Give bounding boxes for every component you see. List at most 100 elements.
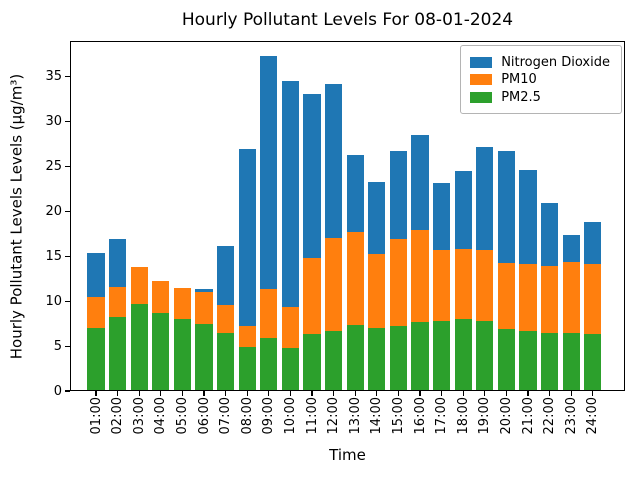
bar-segment (389, 150, 408, 240)
x-axis-label: Time (329, 446, 366, 464)
bar-segment (173, 287, 192, 320)
bar-segment (368, 253, 386, 329)
bar-segment (497, 150, 516, 263)
x-tick (225, 391, 227, 396)
bar-segment (216, 304, 235, 333)
bar-segment (584, 222, 602, 265)
y-tick (65, 345, 70, 347)
x-tick-label: 15:00 (390, 397, 406, 435)
x-tick-label: 11:00 (304, 397, 320, 435)
bar-segment (130, 303, 148, 391)
x-tick-label: 03:00 (131, 397, 147, 435)
bar-segment (497, 329, 516, 391)
y-tick (65, 255, 70, 257)
bar-segment (324, 84, 343, 239)
x-tick (462, 391, 464, 396)
x-tick (181, 391, 183, 396)
bar-segment (584, 333, 602, 391)
x-tick (441, 391, 443, 396)
bar-segment (216, 245, 235, 305)
bar-segment (303, 93, 321, 259)
bar-segment (411, 230, 429, 322)
bar-segment (260, 56, 278, 289)
y-tick (65, 390, 70, 392)
bar-segment (238, 148, 256, 326)
bar-segment (87, 296, 105, 329)
bar-segment (195, 292, 213, 324)
x-tick-label: 17:00 (434, 397, 450, 435)
bar-segment (454, 319, 472, 391)
x-tick (203, 391, 205, 396)
x-tick-label: 08:00 (239, 397, 255, 435)
y-tick (65, 166, 70, 168)
plot-area: 0 5 10 15 20 25 30 35 01:00 02:00 03:00 04:00 05:00 0… (45, 41, 625, 434)
y-tick-label: 15 (45, 248, 62, 264)
x-tick (246, 391, 248, 396)
x-tick (527, 391, 529, 396)
x-tick-label: 20:00 (498, 397, 514, 435)
y-axis-label: Hourly Pollutant Levels Levels (μg/m³) (7, 73, 26, 360)
bar-segment (281, 347, 300, 391)
x-tick-label: 19:00 (477, 397, 493, 435)
x-tick-label: 21:00 (520, 397, 536, 435)
x-tick-label: 24:00 (585, 397, 601, 435)
bar-segment (238, 325, 256, 348)
bar-segment (281, 306, 300, 348)
bar-segment (454, 249, 472, 320)
y-tick-label: 10 (45, 293, 62, 309)
bar-segment (281, 80, 300, 307)
bar-segment (195, 323, 213, 391)
bar-segment (87, 252, 105, 297)
bar-segment (195, 288, 213, 293)
y-tick (65, 121, 70, 123)
bar-segment (540, 332, 559, 391)
y-tick-label: 25 (45, 159, 62, 175)
bar-segment (389, 326, 408, 391)
x-tick-label: 18:00 (455, 397, 471, 435)
bar-segment (324, 330, 343, 391)
bar-segment (540, 202, 559, 267)
x-tick-label: 01:00 (88, 397, 104, 435)
bar-segment (173, 319, 192, 391)
x-tick (117, 391, 119, 396)
y-tick-label: 20 (45, 204, 62, 219)
bar-segment (303, 258, 321, 335)
x-tick (505, 391, 507, 396)
bar-segment (238, 347, 256, 391)
x-tick (354, 391, 356, 396)
y-tick-label: 0 (53, 383, 62, 399)
bar-segment (454, 171, 472, 250)
bar-segment (346, 154, 364, 233)
bar-segment (562, 261, 580, 333)
bar-segment (476, 321, 494, 391)
bar-segment (324, 238, 343, 331)
bar-segment (497, 262, 516, 330)
y-tick-label: 30 (45, 114, 62, 130)
bar-segment (108, 317, 127, 391)
bar-segment (411, 135, 429, 231)
y-tick (65, 210, 70, 213)
chart-title: Hourly Pollutant Levels For 08-01-2024 (181, 10, 514, 30)
x-tick-label: 16:00 (412, 397, 428, 435)
bar-segment (519, 170, 537, 265)
bar-segment (108, 286, 127, 318)
x-tick-label: 04:00 (153, 397, 169, 435)
x-tick (419, 391, 421, 396)
bar-segment (476, 146, 494, 251)
x-tick (570, 391, 572, 396)
bar-segment (476, 250, 494, 321)
x-tick-label: 09:00 (261, 397, 277, 435)
x-tick-label: 22:00 (542, 397, 558, 435)
bar-segment (108, 239, 127, 287)
bar-segment (562, 234, 580, 262)
y-tick-label: 5 (53, 338, 62, 354)
bar-segment (519, 330, 537, 391)
bar-segment (303, 334, 321, 391)
bar-segment (260, 338, 278, 391)
bar-segment (346, 232, 364, 325)
x-tick (138, 391, 140, 396)
x-tick-label: 10:00 (282, 397, 298, 435)
bar-segment (346, 324, 364, 391)
bar-segment (432, 250, 451, 321)
